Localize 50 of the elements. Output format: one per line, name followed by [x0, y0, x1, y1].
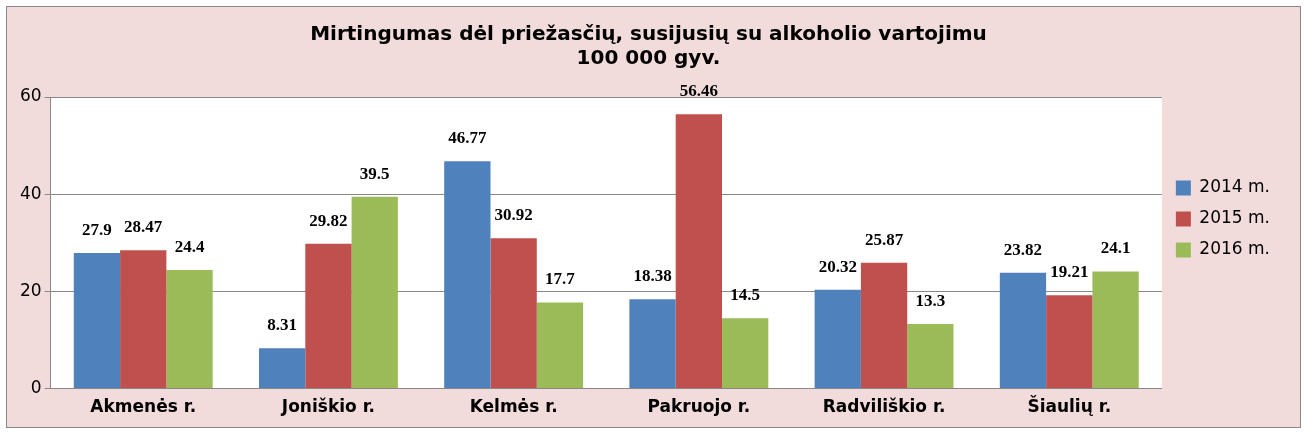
data-label: 27.9: [82, 219, 112, 239]
x-tick-label: Kelmės r.: [469, 396, 558, 417]
data-label: 14.5: [730, 285, 761, 305]
data-label: 24.1: [1100, 238, 1131, 258]
bar: [999, 272, 1047, 389]
x-tick-label: Joniškio r.: [280, 396, 376, 417]
data-label: 8.31: [267, 315, 298, 335]
data-label: 19.21: [1050, 262, 1089, 282]
data-label: 30.92: [494, 205, 533, 225]
x-tick-label: Pakruojo r.: [647, 396, 751, 417]
bar: [1092, 271, 1139, 389]
data-label: 17.7: [545, 269, 576, 289]
x-tick-label: Šiaulių r.: [1027, 395, 1112, 417]
data-label: 56.46: [679, 81, 718, 101]
bar: [675, 114, 722, 389]
legend-label: 2015 m.: [1199, 207, 1271, 228]
x-tick-label: Akmenės r.: [90, 396, 197, 417]
bar: [814, 289, 861, 389]
data-label: 39.5: [359, 163, 390, 183]
bar: [490, 238, 537, 389]
bar: [444, 161, 491, 389]
bar: [258, 348, 306, 389]
bar: [860, 262, 908, 389]
bar: [629, 299, 676, 389]
bar: [351, 196, 398, 389]
data-label: 28.47: [124, 217, 163, 237]
data-label: 24.4: [174, 236, 205, 256]
bar: [536, 302, 584, 389]
bar: [722, 318, 769, 389]
legend-label: 2014 m.: [1199, 176, 1271, 197]
x-tick-label: Radviliškio r.: [822, 396, 946, 417]
y-tick-label: 0: [30, 377, 42, 398]
data-label: 29.82: [309, 210, 348, 230]
bar: [166, 270, 213, 389]
y-tick-label: 20: [19, 279, 42, 300]
bar: [73, 253, 121, 389]
data-label: 18.38: [633, 266, 672, 286]
chart-title: Mirtingumas dėl priežasčių, susijusių su alkoholio vartojimu 100 000 gyv.: [310, 21, 987, 70]
data-label: 25.87: [864, 229, 904, 249]
bar: [907, 323, 954, 389]
bar: [120, 250, 167, 389]
legend-label: 2016 m.: [1199, 238, 1271, 259]
y-tick-label: 40: [19, 182, 42, 203]
data-label: 46.77: [448, 128, 487, 148]
data-label: 13.3: [915, 290, 946, 310]
bar: [305, 243, 352, 389]
y-tick-label: 60: [19, 85, 42, 106]
data-label: 23.82: [1003, 239, 1043, 259]
bar: [1046, 295, 1093, 389]
data-label: 20.32: [818, 256, 857, 276]
